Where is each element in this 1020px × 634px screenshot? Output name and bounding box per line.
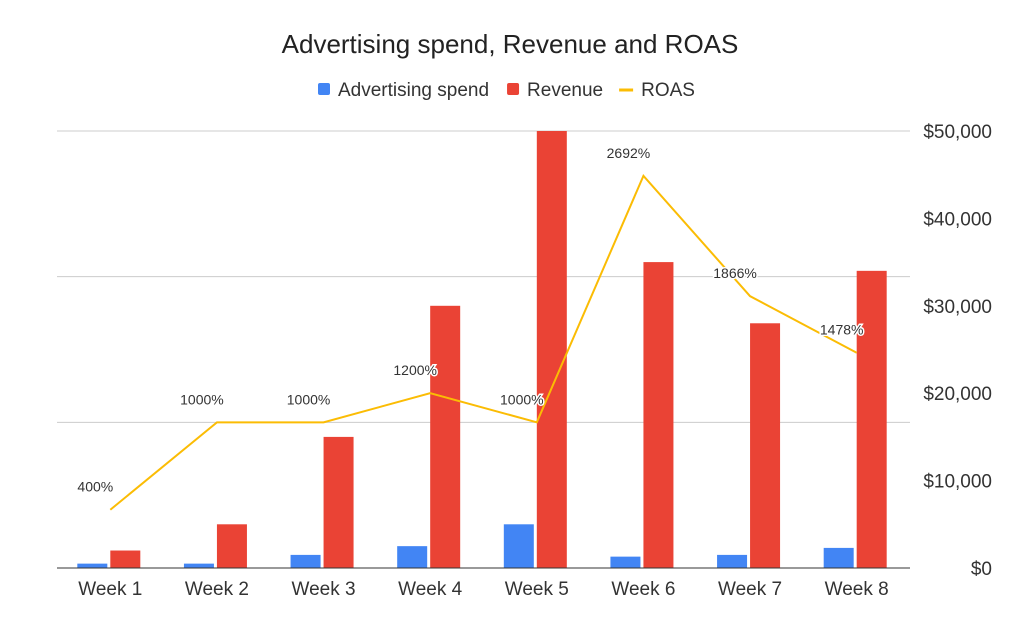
x-tick-label: Week 6 [611, 579, 675, 600]
roas-data-label: 2692% [607, 145, 651, 161]
y-tick-label: $10,000 [923, 472, 992, 493]
y-tick-label: $20,000 [923, 384, 992, 405]
revenue-bar [643, 262, 673, 568]
spend-bar [504, 524, 534, 568]
spend-bar [610, 557, 640, 568]
legend: Advertising spend Revenue ROAS [318, 80, 695, 101]
y-tick-label: $40,000 [923, 209, 992, 230]
revenue-bar [217, 524, 247, 568]
revenue-bar [110, 551, 140, 568]
legend-label: Revenue [527, 80, 603, 101]
spend-bar [397, 546, 427, 568]
revenue-bar [857, 271, 887, 568]
roas-data-label: 1000% [287, 391, 331, 407]
revenue-bar [430, 306, 460, 568]
chart-title: Advertising spend, Revenue and ROAS [282, 29, 739, 59]
legend-label: ROAS [641, 80, 695, 101]
spend-bar [824, 548, 854, 568]
legend-item: ROAS [619, 80, 695, 101]
roas-data-label: 1000% [180, 391, 224, 407]
spend-bar [77, 564, 107, 568]
revenue-bar [750, 323, 780, 568]
roas-data-label: 1200% [393, 362, 437, 378]
x-tick-label: Week 1 [78, 579, 142, 600]
revenue-bar [324, 437, 354, 568]
legend-label: Advertising spend [338, 80, 489, 101]
x-tick-label: Week 8 [825, 579, 889, 600]
x-tick-label: Week 4 [398, 579, 463, 600]
gridlines [57, 131, 910, 422]
legend-swatch [318, 83, 330, 95]
roas-data-label: 1478% [820, 322, 864, 338]
spend-bar [184, 564, 214, 568]
x-tick-label: Week 5 [505, 579, 569, 600]
legend-item: Advertising spend [318, 80, 489, 101]
roas-line [110, 176, 856, 510]
x-tick-label: Week 2 [185, 579, 249, 600]
roas-data-label: 1866% [713, 265, 757, 281]
y-tick-label: $30,000 [923, 297, 992, 318]
legend-item: Revenue [507, 80, 603, 101]
legend-swatch [507, 83, 519, 95]
x-tick-label: Week 3 [292, 579, 356, 600]
revenue-bar [537, 131, 567, 568]
roas-line-group: 400% 1000% 1000% 1200% 1000% 2692% 1866% 1478% [77, 145, 863, 510]
bars [77, 131, 886, 568]
y-tick-label: $50,000 [923, 122, 992, 143]
roas-data-label: 400% [77, 479, 113, 495]
spend-bar [291, 555, 321, 568]
y-tick-label: $0 [971, 559, 992, 580]
roas-data-label: 1000% [500, 391, 544, 407]
x-tick-label: Week 7 [718, 579, 782, 600]
spend-bar [717, 555, 747, 568]
